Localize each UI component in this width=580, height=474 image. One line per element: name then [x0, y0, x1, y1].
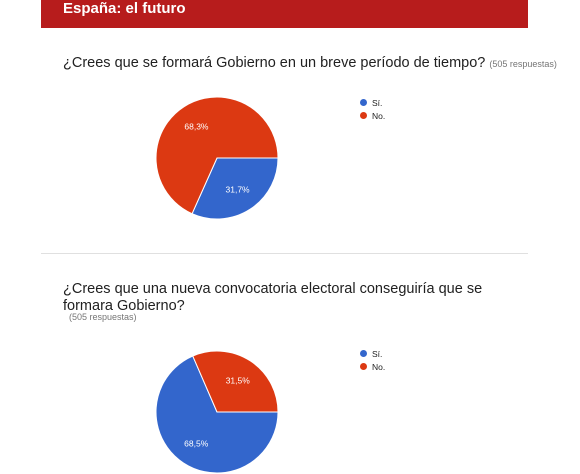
legend-2-label-no: No.	[372, 361, 386, 372]
legend-2-item-si: Sí.	[360, 347, 385, 360]
legend-1-item-no: No.	[360, 109, 385, 122]
legend-2: Sí. No.	[360, 347, 385, 373]
pie-chart-2: 68,5% 31,5%	[155, 350, 279, 474]
pie-slice-si	[191, 157, 279, 220]
pie-slice-label-si: 68,5%	[184, 439, 209, 449]
pie-slice-label-si: 31,7%	[226, 185, 251, 195]
pie-slice-label-no: 31,5%	[226, 375, 251, 385]
question-1-title: ¿Crees que se formará Gobierno en un bre…	[63, 55, 557, 73]
pie-slice-no	[192, 350, 279, 413]
pie-slice-no	[155, 96, 279, 215]
pie-slice-si	[155, 355, 279, 474]
question-1-text: ¿Crees que se formará Gobierno en un bre…	[63, 55, 486, 71]
form-title: España: el futuro	[63, 0, 186, 17]
pie-slice-label-no: 68,3%	[184, 121, 209, 131]
legend-1-item-si: Sí.	[360, 96, 385, 109]
question-2-title: ¿Crees que una nueva convocatoria electo…	[63, 281, 483, 314]
form-header: España: el futuro	[41, 0, 528, 28]
legend-1-label-no: No.	[372, 110, 386, 121]
legend-dot-si-icon	[360, 99, 367, 106]
question-2-response-count: (505 respuestas)	[69, 312, 137, 322]
legend-1-label-si: Sí.	[372, 97, 383, 108]
legend-2-item-no: No.	[360, 360, 385, 373]
question-1-response-count: (505 respuestas)	[489, 59, 557, 69]
legend-2-label-si: Sí.	[372, 348, 383, 359]
pie-chart-1: 31,7% 68,3%	[155, 96, 279, 220]
legend-1: Sí. No.	[360, 96, 385, 122]
legend-dot-no-icon	[360, 363, 367, 370]
legend-dot-no-icon	[360, 112, 367, 119]
legend-dot-si-icon	[360, 350, 367, 357]
section-divider	[41, 253, 528, 254]
